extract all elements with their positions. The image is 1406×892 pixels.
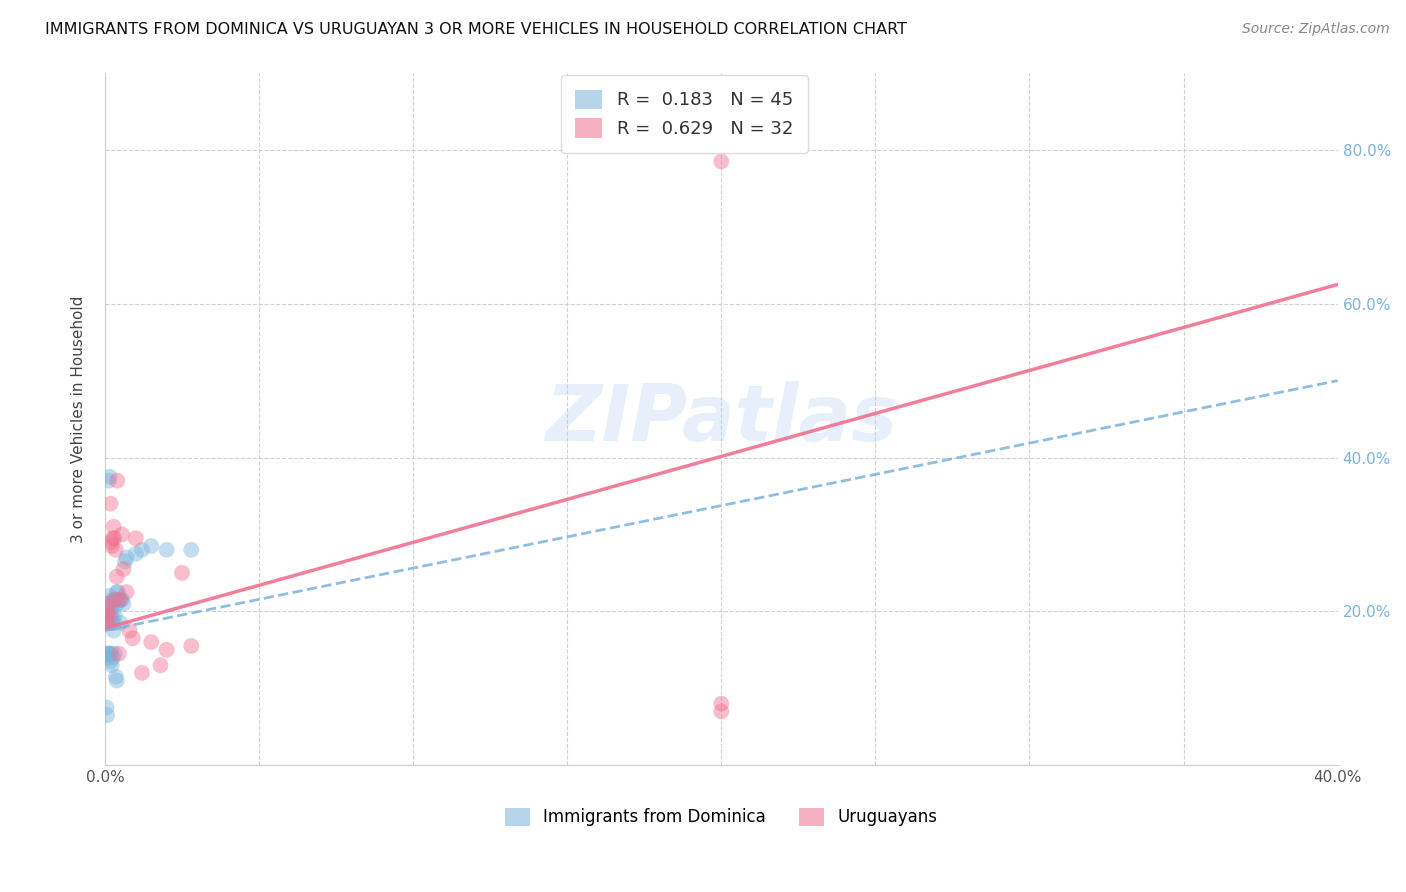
Point bbox=[115, 550, 138, 565]
Point bbox=[710, 697, 733, 711]
Point bbox=[104, 670, 127, 684]
Point bbox=[118, 624, 141, 638]
Point bbox=[100, 654, 122, 668]
Point bbox=[112, 562, 135, 576]
Point bbox=[98, 647, 121, 661]
Point bbox=[98, 608, 121, 623]
Point bbox=[98, 469, 121, 483]
Y-axis label: 3 or more Vehicles in Household: 3 or more Vehicles in Household bbox=[72, 295, 86, 542]
Point bbox=[97, 474, 120, 488]
Text: ZIPatlas: ZIPatlas bbox=[546, 381, 897, 457]
Point bbox=[103, 615, 125, 630]
Point bbox=[180, 542, 202, 557]
Point bbox=[100, 600, 122, 615]
Point bbox=[112, 597, 135, 611]
Point bbox=[100, 497, 122, 511]
Point bbox=[100, 647, 122, 661]
Point bbox=[97, 647, 120, 661]
Point bbox=[180, 639, 202, 653]
Point bbox=[98, 589, 121, 603]
Point bbox=[100, 615, 122, 630]
Point bbox=[107, 585, 129, 599]
Point bbox=[105, 673, 128, 688]
Point bbox=[101, 531, 124, 545]
Point bbox=[101, 592, 124, 607]
Point bbox=[101, 615, 124, 630]
Point bbox=[105, 474, 128, 488]
Point bbox=[710, 154, 733, 169]
Point bbox=[103, 592, 125, 607]
Point bbox=[103, 647, 125, 661]
Point bbox=[141, 635, 163, 649]
Point bbox=[96, 612, 118, 626]
Point bbox=[96, 615, 118, 630]
Point bbox=[104, 608, 127, 623]
Point bbox=[131, 665, 153, 680]
Point bbox=[170, 566, 193, 580]
Text: IMMIGRANTS FROM DOMINICA VS URUGUAYAN 3 OR MORE VEHICLES IN HOUSEHOLD CORRELATIO: IMMIGRANTS FROM DOMINICA VS URUGUAYAN 3 … bbox=[45, 22, 907, 37]
Point bbox=[105, 570, 128, 584]
Point bbox=[110, 615, 132, 630]
Legend: Immigrants from Dominica, Uruguayans: Immigrants from Dominica, Uruguayans bbox=[498, 801, 945, 833]
Point bbox=[108, 592, 131, 607]
Point bbox=[104, 542, 127, 557]
Point bbox=[100, 535, 122, 549]
Point bbox=[96, 708, 118, 723]
Point bbox=[97, 615, 120, 630]
Point bbox=[96, 608, 118, 623]
Point bbox=[156, 642, 179, 657]
Point bbox=[141, 539, 163, 553]
Point bbox=[115, 585, 138, 599]
Text: Source: ZipAtlas.com: Source: ZipAtlas.com bbox=[1241, 22, 1389, 37]
Point bbox=[103, 624, 125, 638]
Point bbox=[103, 520, 125, 534]
Point bbox=[110, 592, 132, 607]
Point bbox=[104, 592, 127, 607]
Point bbox=[96, 647, 118, 661]
Point bbox=[156, 542, 179, 557]
Point bbox=[105, 597, 128, 611]
Point bbox=[125, 531, 148, 545]
Point bbox=[100, 608, 122, 623]
Point bbox=[105, 585, 128, 599]
Point bbox=[149, 658, 172, 673]
Point bbox=[710, 704, 733, 718]
Point bbox=[121, 632, 143, 646]
Point bbox=[96, 597, 118, 611]
Point bbox=[97, 650, 120, 665]
Point bbox=[131, 542, 153, 557]
Point bbox=[111, 527, 134, 541]
Point bbox=[100, 658, 122, 673]
Point bbox=[103, 531, 125, 545]
Point bbox=[108, 647, 131, 661]
Point bbox=[108, 592, 131, 607]
Point bbox=[101, 650, 124, 665]
Point bbox=[97, 597, 120, 611]
Point bbox=[97, 604, 120, 618]
Point bbox=[96, 700, 118, 714]
Point bbox=[100, 539, 122, 553]
Point bbox=[111, 592, 134, 607]
Point bbox=[114, 554, 136, 568]
Point bbox=[104, 592, 127, 607]
Point bbox=[125, 547, 148, 561]
Point bbox=[100, 604, 122, 618]
